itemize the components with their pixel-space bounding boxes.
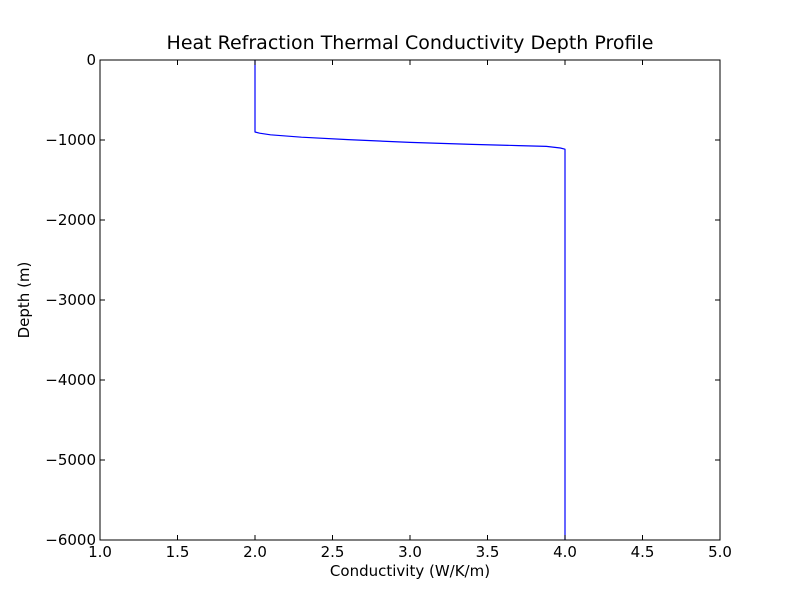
- conductivity-profile-line: [254, 60, 566, 540]
- x-tick-label: 4.0: [553, 543, 577, 561]
- tick-layer: 1.0 1.5 2.0 2.5 3.0 3.5 4.0 4.5 5.0 0 −1000 −2000 −3…: [45, 51, 732, 561]
- y-tick-label: −6000: [45, 531, 96, 549]
- y-tick-label: 0: [86, 51, 96, 69]
- y-axis-label: Depth (m): [15, 262, 33, 339]
- x-tick-label: 4.5: [631, 543, 655, 561]
- x-tick-label: 3.5: [476, 543, 500, 561]
- x-tick-label: 3.0: [398, 543, 422, 561]
- x-axis-label: Conductivity (W/K/m): [330, 562, 490, 580]
- x-tick-label: 2.0: [243, 543, 267, 561]
- y-tick-label: −2000: [45, 211, 96, 229]
- x-tick-label: 1.0: [88, 543, 112, 561]
- chart-title: Heat Refraction Thermal Conductivity Dep…: [167, 32, 654, 54]
- x-tick-label: 2.5: [321, 543, 345, 561]
- series-layer: [254, 60, 566, 540]
- y-tick-label: −3000: [45, 291, 96, 309]
- x-tick-label: 1.5: [166, 543, 190, 561]
- y-tick-label: −4000: [45, 371, 96, 389]
- y-tick-label: −1000: [45, 131, 96, 149]
- y-tick-label: −5000: [45, 451, 96, 469]
- x-tick-label: 5.0: [708, 543, 732, 561]
- plot-area-frame: [99, 59, 721, 541]
